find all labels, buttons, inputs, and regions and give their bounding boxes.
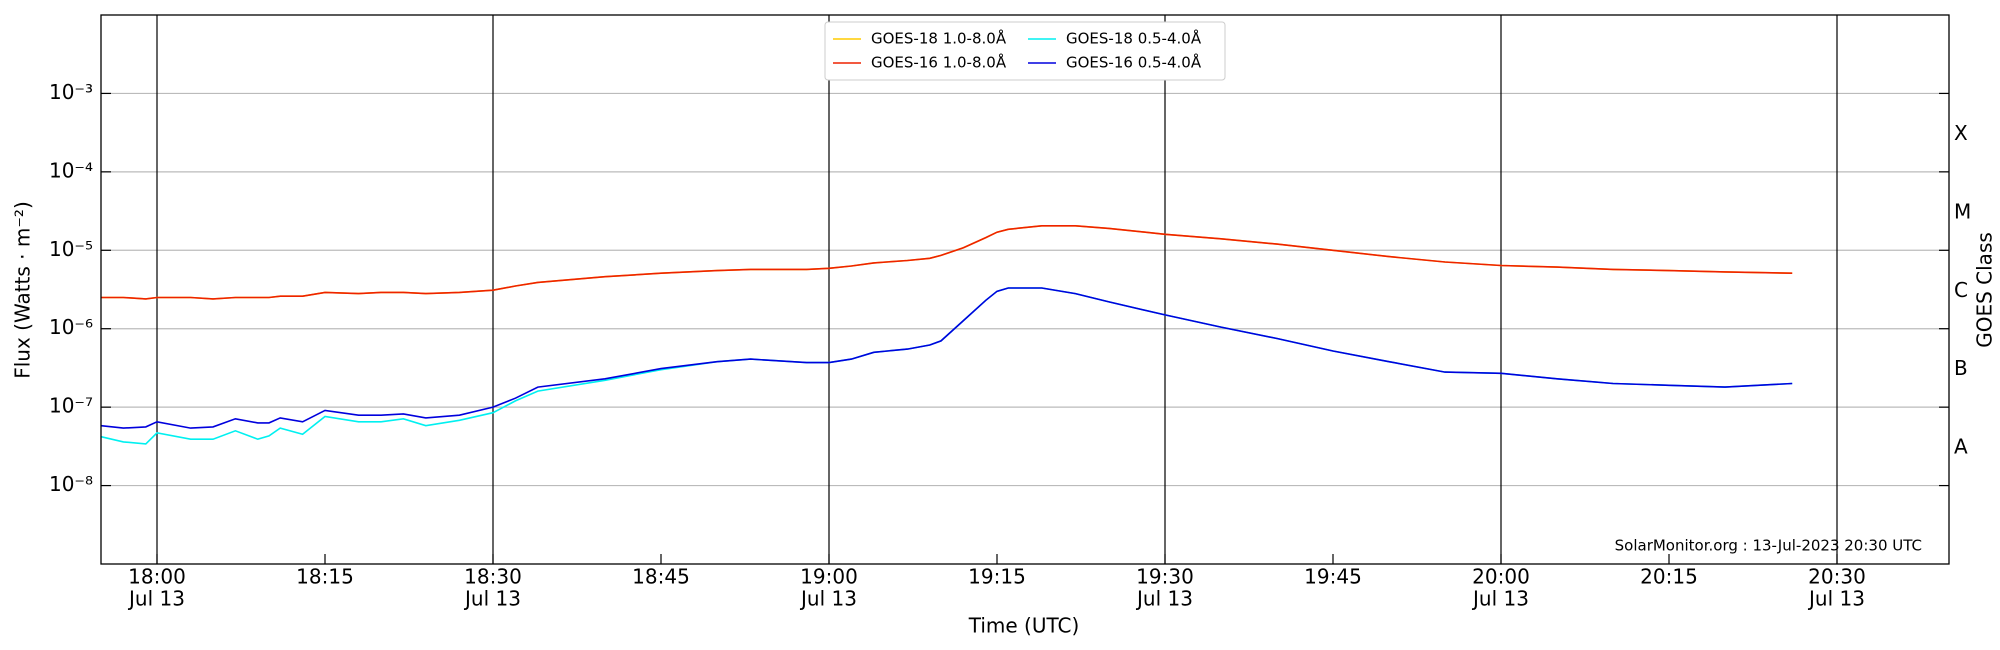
y-tick-label: 10⁻⁴	[49, 158, 93, 182]
y-tick-label: 10⁻⁵	[49, 237, 93, 261]
x-tick-label: 19:45	[1304, 565, 1362, 589]
y2-tick-label: M	[1954, 199, 1971, 223]
series-line	[101, 225, 1793, 300]
x-axis-label: Time (UTC)	[968, 614, 1080, 638]
x-tick-label: 19:00	[800, 565, 858, 589]
x-date-label: Jul 13	[1135, 587, 1193, 611]
x-tick-label: 19:15	[968, 565, 1026, 589]
x-tick-label: 18:30	[464, 565, 522, 589]
y-tick-label: 10⁻⁸	[49, 472, 93, 496]
x-date-label: Jul 13	[463, 587, 521, 611]
y2-axis-label: GOES Class	[1973, 232, 1997, 348]
x-date-label: Jul 13	[1807, 587, 1865, 611]
y2-tick-label: X	[1954, 121, 1968, 145]
x-tick-label: 20:00	[1472, 565, 1530, 589]
y2-tick-label: A	[1954, 435, 1968, 459]
y-axis-label: Flux (Watts · m⁻²)	[11, 201, 35, 379]
y-tick-label: 10⁻³	[49, 80, 93, 104]
x-tick-label: 19:30	[1136, 565, 1194, 589]
legend-label: GOES-18 0.5-4.0Å	[1066, 29, 1202, 48]
x-tick-label: 18:00	[128, 565, 186, 589]
annotation: SolarMonitor.org : 13-Jul-2023 20:30 UTC	[1615, 537, 1922, 555]
y2-tick-label: B	[1954, 356, 1968, 380]
legend-label: GOES-16 1.0-8.0Å	[871, 53, 1007, 72]
legend-label: GOES-18 1.0-8.0Å	[871, 29, 1007, 48]
x-date-label: Jul 13	[799, 587, 857, 611]
series-line	[101, 225, 1793, 300]
legend-box	[824, 21, 1226, 81]
x-tick-label: 20:15	[1640, 565, 1698, 589]
series-line	[100, 287, 1793, 429]
y-tick-label: 10⁻⁶	[49, 315, 93, 339]
x-tick-label: 20:30	[1808, 565, 1866, 589]
x-date-label: Jul 13	[1471, 587, 1529, 611]
x-date-label: Jul 13	[127, 587, 185, 611]
y2-tick-label: C	[1954, 278, 1968, 302]
series-line	[100, 287, 1793, 445]
legend-label: GOES-16 0.5-4.0Å	[1066, 53, 1202, 72]
plot-frame	[100, 14, 1950, 565]
x-tick-label: 18:45	[632, 565, 690, 589]
y-tick-label: 10⁻⁷	[49, 394, 93, 418]
x-tick-label: 18:15	[296, 565, 354, 589]
